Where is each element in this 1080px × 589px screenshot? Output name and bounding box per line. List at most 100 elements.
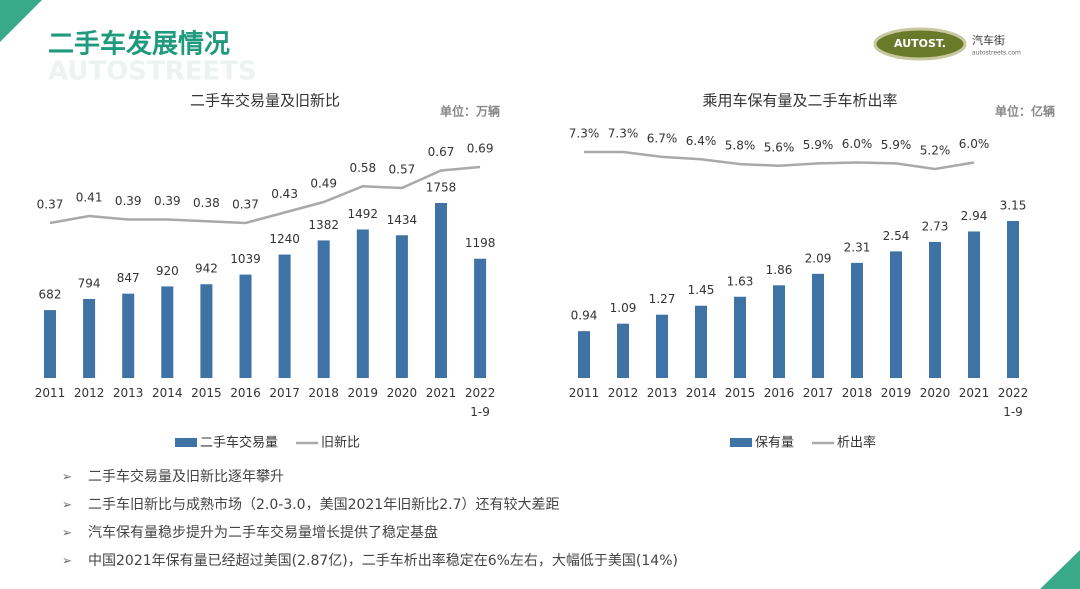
watermark: AUTOSTREETS: [48, 57, 257, 87]
data-label: 2.94: [961, 209, 988, 223]
bar: [929, 241, 941, 378]
x-tick-label: 2019: [880, 386, 912, 400]
data-label: 1758: [426, 181, 457, 195]
data-label: 2.73: [922, 219, 949, 233]
bar: [395, 235, 408, 378]
bullet-text: 汽车保有量稳步提升为二手车交易量增长提供了稳定基盘: [88, 524, 438, 541]
data-label: 794: [78, 276, 101, 290]
data-label: 1039: [230, 252, 261, 266]
bar: [356, 229, 369, 378]
bar: [578, 331, 590, 378]
bullet-marker: ➢: [62, 498, 72, 512]
legend-swatch: [175, 438, 197, 447]
data-label: 0.43: [271, 187, 298, 201]
data-label: 1.27: [649, 292, 676, 306]
data-label: 1492: [348, 207, 379, 221]
data-label: 942: [195, 262, 218, 276]
data-label: 1198: [465, 236, 496, 250]
data-label: 920: [156, 264, 179, 278]
data-label: 5.9%: [881, 138, 912, 152]
data-label: 3.15: [1000, 199, 1027, 213]
logo-badge: [873, 27, 967, 61]
x-tick-label: 2021: [958, 386, 990, 400]
bar: [317, 240, 330, 378]
x-tick-label: 2011: [34, 386, 66, 400]
data-label: 682: [39, 288, 62, 302]
x-tick-label: 2011: [568, 386, 600, 400]
data-label: 6.0%: [842, 137, 873, 151]
legend-label: 析出率: [837, 435, 876, 451]
data-label: 0.41: [76, 191, 103, 205]
data-label: 0.69: [467, 142, 494, 156]
bar: [278, 254, 291, 378]
bar: [200, 284, 213, 378]
line: [49, 165, 481, 225]
bar: [239, 274, 252, 378]
data-label: 1.45: [688, 283, 715, 297]
data-label: 0.57: [389, 163, 416, 177]
data-label: 1.86: [766, 263, 793, 277]
x-tick-label: 2012: [73, 386, 105, 400]
chart-title: 乘用车保有量及二手车析出率: [702, 92, 897, 110]
data-label: 2.54: [883, 229, 910, 243]
data-label: 847: [117, 271, 140, 285]
data-label: 5.8%: [725, 139, 756, 153]
x-tick-label: 2019: [347, 386, 379, 400]
page-title: 二手车发展情况: [48, 29, 230, 60]
bar: [734, 296, 746, 378]
legend-swatch: [730, 438, 752, 447]
data-label: 1.63: [727, 274, 754, 288]
data-label: 1382: [308, 218, 339, 232]
bar: [968, 231, 980, 378]
unit-label: 单位：万辆: [440, 104, 500, 119]
x-tick-label: 2017: [802, 386, 834, 400]
x-tick-label: 2015: [724, 386, 756, 400]
bar: [435, 203, 447, 378]
x-tick-label: 2018: [841, 386, 873, 400]
data-label: 0.37: [232, 198, 259, 212]
bar: [161, 286, 174, 378]
data-label: 5.9%: [803, 138, 834, 152]
data-label: 5.6%: [764, 140, 795, 154]
data-label: 2.31: [844, 240, 871, 254]
x-tick-label: 2022 1-9: [997, 386, 1029, 419]
bar: [83, 298, 96, 378]
x-tick-label: 2012: [607, 386, 639, 400]
x-tick-label: 2014: [152, 386, 183, 400]
x-tick-label: 2017: [269, 386, 300, 400]
legend-label: 二手车交易量: [200, 435, 278, 451]
bar: [812, 273, 824, 378]
bullet-marker: ➢: [62, 470, 72, 484]
data-label: 0.37: [37, 198, 64, 212]
logo-mark: AUTOST.: [894, 37, 946, 50]
bar: [617, 323, 629, 378]
data-label: 0.67: [428, 145, 455, 159]
x-tick-label: 2016: [763, 386, 795, 400]
corner-decoration: [1040, 550, 1080, 589]
bullet-marker: ➢: [62, 554, 72, 568]
data-label: 0.39: [115, 194, 142, 208]
bar: [773, 285, 785, 378]
data-label: 7.3%: [569, 127, 600, 141]
x-tick-label: 2013: [646, 386, 678, 400]
data-label: 1.09: [610, 301, 637, 315]
x-tick-label: 2018: [308, 386, 339, 400]
data-label: 6.4%: [686, 134, 717, 148]
data-label: 6.7%: [647, 131, 678, 145]
x-tick-label: 2020: [386, 386, 418, 400]
data-label: 0.39: [154, 194, 181, 208]
x-tick-label: 2021: [425, 386, 457, 400]
x-tick-label: 2016: [230, 386, 261, 400]
bar: [890, 251, 902, 378]
x-tick-label: 2014: [685, 386, 717, 400]
data-label: 1434: [387, 213, 418, 227]
bar: [851, 262, 863, 378]
data-label: 7.3%: [608, 127, 639, 141]
legend-label: 旧新比: [321, 435, 360, 451]
corner-decoration: [0, 0, 42, 42]
x-tick-label: 2020: [919, 386, 951, 400]
legend-label: 保有量: [755, 436, 794, 451]
data-label: 0.58: [349, 161, 376, 175]
